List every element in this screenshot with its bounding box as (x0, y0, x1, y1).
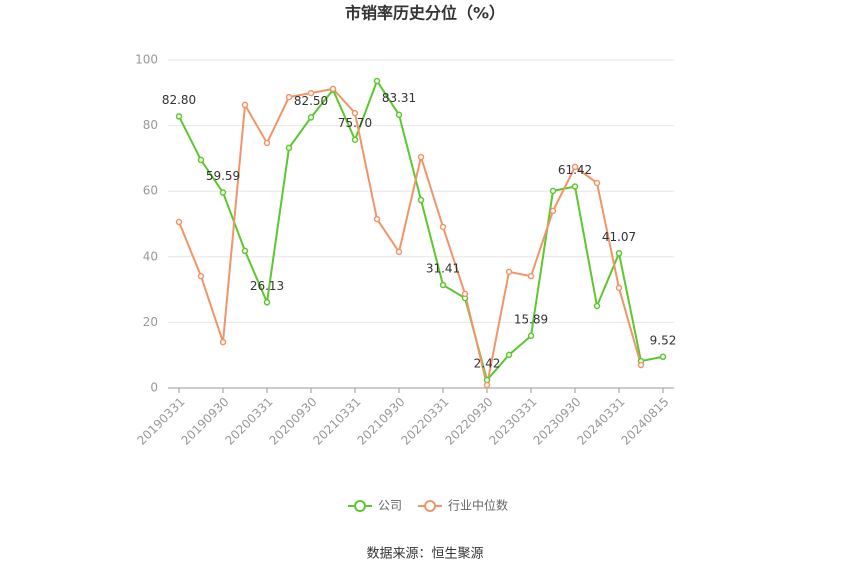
legend-marker (354, 500, 366, 512)
point (307, 114, 315, 121)
point (439, 281, 447, 289)
chart-title: 市销率历史分位（%） (345, 4, 505, 23)
point (483, 381, 491, 389)
point (197, 156, 205, 164)
y-tick-label: 100 (135, 53, 158, 67)
point (351, 109, 359, 117)
point (417, 153, 425, 161)
point (263, 139, 271, 147)
data-label: 59.59 (206, 169, 240, 183)
point (219, 189, 227, 196)
legend-label: 公司 (378, 499, 402, 513)
point (351, 136, 359, 143)
point (329, 85, 337, 93)
point (219, 338, 227, 346)
point (571, 183, 579, 190)
point (285, 93, 293, 101)
point (527, 332, 535, 340)
y-tick-label: 40 (143, 249, 158, 263)
point (571, 163, 579, 171)
y-tick-label: 20 (143, 315, 158, 329)
y-tick-label: 60 (143, 184, 158, 198)
legend-marker (424, 500, 437, 512)
y-tick-label: 0 (150, 381, 158, 395)
legend-label: 行业中位数 (448, 498, 508, 513)
point (395, 248, 403, 256)
point (373, 215, 381, 223)
point (241, 101, 249, 109)
point (593, 302, 601, 310)
point (637, 361, 645, 369)
point (593, 179, 601, 187)
series-line (178, 87, 642, 386)
y-tick-label: 80 (143, 118, 158, 132)
data-label: 75.70 (338, 116, 372, 130)
point (527, 272, 535, 280)
point (505, 268, 513, 276)
x-tick-label: 20240815 (619, 395, 672, 448)
point (417, 196, 425, 204)
data-label: 31.41 (426, 261, 460, 275)
point (615, 284, 623, 292)
data-label: 26.13 (250, 279, 284, 293)
data-label: 9.52 (650, 333, 677, 347)
data-label: 82.50 (294, 94, 328, 108)
point (307, 89, 315, 97)
data-label: 83.31 (382, 91, 416, 105)
point (285, 144, 293, 152)
data-label: 82.80 (162, 93, 196, 107)
point (439, 223, 447, 231)
point (263, 299, 271, 306)
source: 数据来源：恒生聚源 (366, 547, 483, 562)
point (659, 353, 667, 361)
data-label: 15.89 (514, 312, 548, 326)
point (197, 272, 205, 280)
point (549, 187, 557, 195)
point (175, 113, 183, 120)
point (505, 351, 513, 359)
data-label: 2.42 (474, 357, 501, 371)
point (241, 247, 249, 255)
data-label: 41.07 (602, 230, 636, 244)
point (615, 250, 623, 257)
point (395, 111, 403, 118)
point (461, 290, 469, 298)
point (175, 218, 183, 226)
point (549, 207, 557, 215)
point (373, 77, 381, 85)
